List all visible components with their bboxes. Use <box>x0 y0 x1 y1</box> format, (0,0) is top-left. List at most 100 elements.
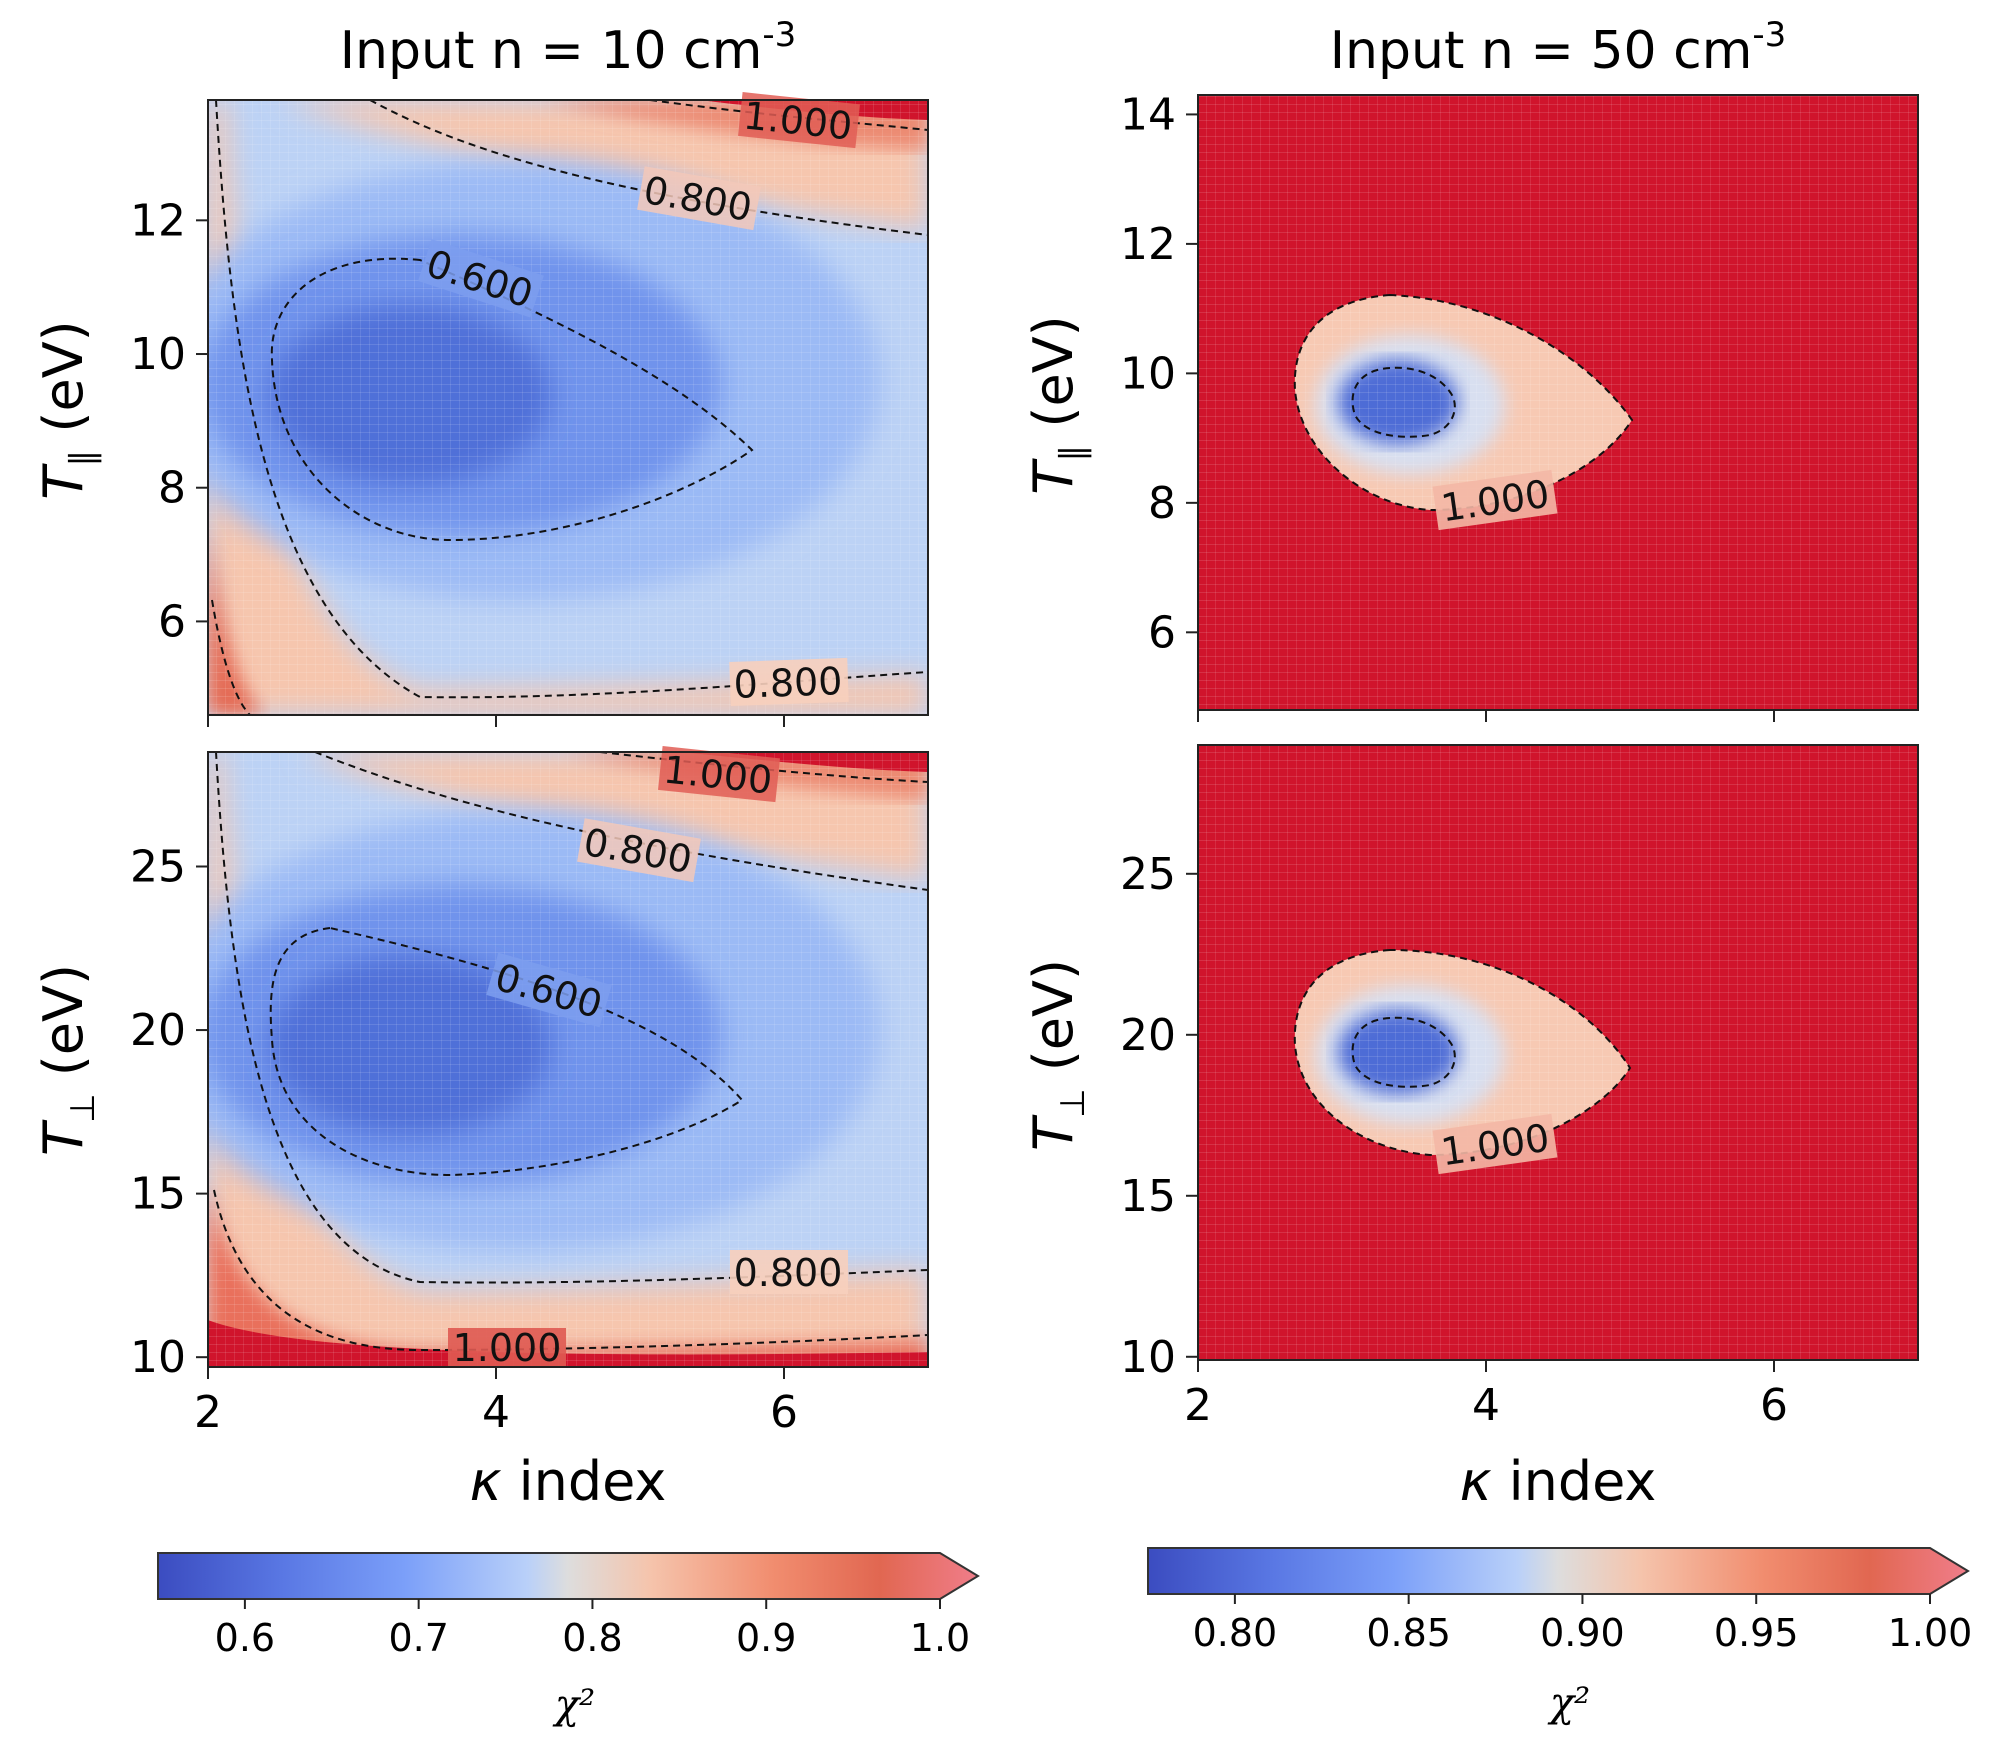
heatmap-field <box>208 100 928 715</box>
plot-frame <box>1197 94 1919 711</box>
x-axis-label: κ index <box>470 1450 667 1513</box>
column-stripes <box>208 100 928 715</box>
y-tick-label: 12 <box>130 195 186 246</box>
colorbar-tick-label: 0.9 <box>736 1616 796 1660</box>
y-label-unit: (eV) <box>1022 959 1085 1088</box>
panel-top-left-t-parallel-n10: Input n = 10 cm-3 0.600 <box>32 15 929 727</box>
y-label-unit: (eV) <box>1022 315 1085 444</box>
colorbar-tick-label: 0.90 <box>1540 1611 1625 1655</box>
x-label-symbol: κ <box>470 1450 502 1513</box>
colorbar-tick-label: 1.00 <box>1888 1611 1973 1655</box>
plot-frame <box>207 751 929 1368</box>
panel-title: Input n = 50 cm-3 <box>1330 15 1787 81</box>
colorbar-label: χ² <box>1547 1680 1590 1726</box>
contour-line-0800-bottom <box>215 751 929 1284</box>
contour-label-0800-bottom: 0.800 <box>734 1251 843 1295</box>
x-tick-label: 4 <box>1472 1380 1500 1431</box>
y-axis-label: T∥ (eV) <box>32 320 103 499</box>
y-label-subscript: ⊥ <box>1053 1088 1093 1118</box>
heatmap-field <box>1198 745 1918 1360</box>
y-label-subscript: ∥ <box>1053 445 1093 462</box>
contour-lines <box>211 99 929 716</box>
y-tick-label: 14 <box>1120 89 1176 140</box>
colorbar-tick-label: 0.6 <box>215 1616 275 1660</box>
y-tick-label: 20 <box>1120 1010 1176 1061</box>
y-tick-label: 25 <box>1120 849 1176 900</box>
column-stripes <box>1198 95 1918 710</box>
colorbar-tick-label: 0.8 <box>562 1616 622 1660</box>
y-label-var: T <box>32 1119 95 1156</box>
y-tick-label: 10 <box>1120 1332 1176 1383</box>
panel-title: Input n = 10 cm-3 <box>340 15 797 81</box>
x-axis-label: κ index <box>1460 1450 1657 1513</box>
y-label-subscript: ⊥ <box>63 1093 103 1123</box>
plot-frame <box>1197 744 1919 1361</box>
title-prefix: Input n = 50 cm <box>1330 21 1753 81</box>
plot-frame <box>207 99 929 716</box>
x-ticks <box>207 715 785 727</box>
contour-label-0800-bottom: 0.800 <box>733 659 843 707</box>
x-tick-label: 6 <box>770 1387 798 1438</box>
title-prefix: Input n = 10 cm <box>340 21 763 81</box>
contour-line-1000-top <box>649 99 929 131</box>
contour-lines <box>213 751 929 1352</box>
x-label-text: index <box>1491 1450 1656 1513</box>
y-label-subscript: ∥ <box>63 450 103 467</box>
contour-line-inner <box>1351 1016 1456 1088</box>
y-axis-label: T⊥ (eV) <box>1022 959 1093 1151</box>
y-tick-label: 15 <box>1120 1171 1176 1222</box>
colorbar-tick-label: 0.95 <box>1714 1611 1799 1655</box>
y-label-var: T <box>1022 1114 1085 1151</box>
colorbar-tick-label: 0.80 <box>1193 1611 1278 1655</box>
contour-line-1000-bottom <box>213 1189 929 1352</box>
x-ticks: 2 4 6 <box>1184 1360 1788 1431</box>
y-label-unit: (eV) <box>32 320 95 449</box>
y-tick-label: 6 <box>158 596 186 647</box>
heatmap-field <box>1198 95 1918 710</box>
y-ticks: 10 15 20 25 <box>1120 849 1198 1383</box>
colorbar-ticks: 0.6 0.7 0.8 0.9 1.0 <box>215 1599 970 1660</box>
contour-line-inner <box>1351 366 1456 438</box>
contour-label-1000-bottom: 1.000 <box>453 1326 562 1370</box>
x-label-symbol: κ <box>1460 1450 1492 1513</box>
y-tick-label: 20 <box>130 1005 186 1056</box>
x-tick-label: 6 <box>1760 1380 1788 1431</box>
column-stripes <box>1198 745 1918 1360</box>
colorbar-right: 0.80 0.85 0.90 0.95 1.00 χ² <box>1147 1547 1973 1726</box>
y-tick-label: 8 <box>158 463 186 514</box>
x-ticks: 2 4 6 <box>194 1367 798 1438</box>
contour-line-0600 <box>270 257 754 542</box>
contour-line-0800-top <box>314 751 929 891</box>
colorbar-tick-label: 0.7 <box>388 1616 448 1660</box>
y-axis-label: T⊥ (eV) <box>32 964 103 1156</box>
title-superscript: -3 <box>762 15 796 55</box>
y-tick-label: 12 <box>1120 219 1176 270</box>
colorbar-tick-label: 1.0 <box>910 1616 970 1660</box>
y-ticks: 6 8 10 12 14 <box>1120 89 1198 658</box>
y-ticks: 10 15 20 25 <box>130 841 208 1383</box>
colorbar-left: 0.6 0.7 0.8 0.9 1.0 χ² <box>157 1552 980 1728</box>
contour-line-0800-bottom <box>215 99 929 699</box>
colorbar-body <box>1147 1547 1970 1595</box>
colorbar-label: χ² <box>552 1682 595 1728</box>
x-ticks <box>1197 710 1775 722</box>
y-tick-label: 8 <box>1148 478 1176 529</box>
y-tick-label: 10 <box>130 1332 186 1383</box>
contour-line-0800-top <box>369 99 929 236</box>
y-tick-label: 6 <box>1148 607 1176 658</box>
y-tick-label: 10 <box>130 329 186 380</box>
title-superscript: -3 <box>1752 15 1786 55</box>
y-label-var: T <box>32 463 95 500</box>
colorbar-tick-label: 0.85 <box>1366 1611 1451 1655</box>
y-axis-label: T∥ (eV) <box>1022 315 1093 494</box>
contour-line-1000-left <box>211 599 251 716</box>
colorbar-ticks: 0.80 0.85 0.90 0.95 1.00 <box>1193 1594 1973 1655</box>
y-tick-label: 25 <box>130 841 186 892</box>
y-tick-label: 15 <box>130 1169 186 1220</box>
colorbar-body <box>157 1552 980 1600</box>
y-label-unit: (eV) <box>32 964 95 1093</box>
x-tick-label: 4 <box>482 1387 510 1438</box>
